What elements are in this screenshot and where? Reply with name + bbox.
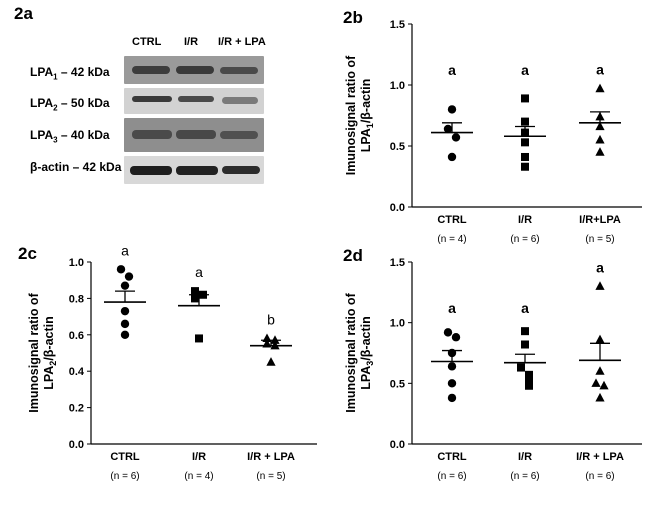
blot-row-label-lpa2: LPA2 – 50 kDa bbox=[30, 96, 110, 113]
y-tick-label: 1.0 bbox=[390, 80, 405, 92]
blot-strip-lpa1 bbox=[124, 56, 264, 84]
blot-row-label-beta-actin: β-actin – 42 kDa bbox=[30, 160, 122, 174]
x-tick-label: I/R+LPA bbox=[579, 214, 621, 226]
blot-column-ir-lpa: I/R + LPA bbox=[218, 36, 266, 48]
blot-row-label-lpa3: LPA3 – 40 kDa bbox=[30, 128, 110, 145]
panel-label-2d: 2d bbox=[343, 246, 363, 265]
blot-band bbox=[222, 166, 260, 174]
data-point bbox=[595, 147, 605, 156]
blot-strip-lpa3 bbox=[124, 118, 264, 152]
data-point bbox=[447, 152, 457, 162]
y-axis-label: Imunosignal ratio ofLPA1/β-actin bbox=[344, 55, 375, 175]
panel-label-2c: 2c bbox=[18, 244, 37, 263]
blot-band bbox=[176, 166, 218, 175]
blot-strip-beta-actin bbox=[124, 156, 264, 184]
blot-band bbox=[178, 96, 214, 102]
data-point bbox=[595, 134, 605, 144]
y-tick-label: 0.5 bbox=[390, 141, 405, 153]
blot-band bbox=[132, 66, 170, 74]
data-point bbox=[447, 105, 457, 114]
significance-letter: a bbox=[596, 62, 604, 78]
blot-band bbox=[176, 130, 216, 139]
data-point bbox=[451, 133, 461, 142]
n-label: (n = 4) bbox=[437, 234, 466, 245]
blot-column-ir: I/R bbox=[184, 36, 199, 48]
data-point bbox=[521, 162, 529, 171]
blot-band bbox=[130, 166, 172, 175]
blot-band bbox=[132, 96, 172, 102]
panel-label-2a: 2a bbox=[14, 4, 33, 23]
panel-label-2b: 2b bbox=[343, 8, 363, 27]
n-label: (n = 6) bbox=[510, 234, 539, 245]
x-tick-label: I/R bbox=[518, 214, 532, 226]
blot-band bbox=[132, 130, 172, 139]
blot-band bbox=[220, 131, 258, 139]
data-point bbox=[595, 121, 605, 131]
y-tick-label: 0.0 bbox=[390, 202, 405, 214]
blot-band bbox=[222, 97, 258, 104]
data-point bbox=[521, 117, 529, 126]
y-tick-label: 1.5 bbox=[390, 19, 405, 31]
blot-band bbox=[176, 66, 214, 74]
data-point bbox=[521, 152, 529, 161]
significance-letter: a bbox=[521, 62, 529, 78]
blot-strip-lpa2 bbox=[124, 88, 264, 114]
data-point bbox=[521, 138, 529, 147]
data-point bbox=[595, 83, 605, 93]
n-label: (n = 5) bbox=[585, 234, 614, 245]
blot-band bbox=[220, 67, 258, 74]
blot-column-ctrl: CTRL bbox=[132, 36, 162, 48]
data-point bbox=[521, 94, 529, 103]
blot-row-label-lpa1: LPA1 – 42 kDa bbox=[30, 65, 110, 82]
data-point bbox=[443, 124, 453, 134]
x-tick-label: CTRL bbox=[437, 214, 467, 226]
significance-letter: a bbox=[448, 62, 456, 78]
